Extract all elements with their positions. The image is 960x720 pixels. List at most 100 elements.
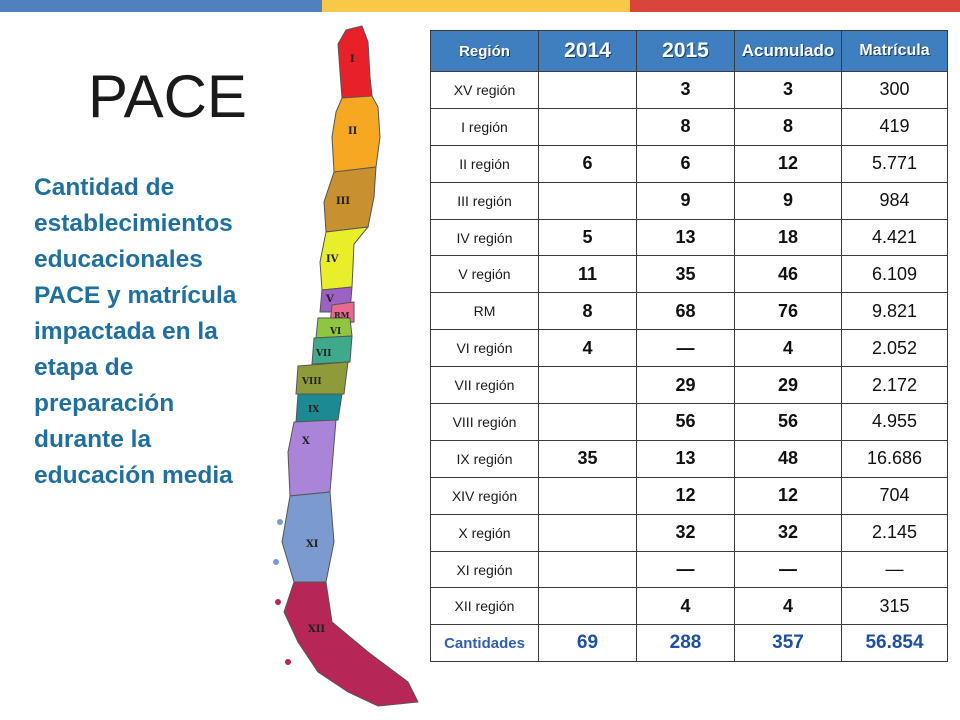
header-2014: 2014 — [538, 30, 637, 72]
cell-region: II región — [430, 144, 539, 183]
map-label-rm: RM — [334, 310, 350, 320]
cell-matricula: 2.052 — [841, 329, 948, 368]
table-row: XIV región 12 12 704 — [430, 476, 948, 515]
top-color-bar — [0, 0, 960, 12]
cell-region: IX región — [430, 439, 539, 478]
table-row: II región 6 6 12 5.771 — [430, 144, 948, 183]
table-row: X región 32 32 2.145 — [430, 513, 948, 552]
cell-2015: 12 — [636, 476, 735, 515]
total-2014: 69 — [538, 624, 637, 663]
cell-region: XII región — [430, 587, 539, 626]
cell-matricula: 9.821 — [841, 292, 948, 331]
map-region-viii — [295, 361, 349, 395]
table-row: XV región 3 3 300 — [430, 71, 948, 109]
pace-data-table: Región 2014 2015 Acumulado Matrícula XV … — [430, 30, 948, 663]
cell-acumulado: 18 — [734, 218, 842, 257]
cell-acumulado: 76 — [734, 292, 842, 331]
cell-region: III región — [430, 181, 539, 220]
total-acumulado: 357 — [734, 624, 842, 663]
cell-matricula: 16.686 — [841, 439, 948, 478]
cell-matricula: 2.172 — [841, 366, 948, 405]
cell-2015: 8 — [636, 107, 735, 146]
cell-acumulado: 4 — [734, 329, 842, 368]
cell-acumulado: 46 — [734, 255, 842, 294]
map-label-ii: II — [348, 126, 358, 137]
cell-acumulado: 32 — [734, 513, 842, 552]
cell-2015: 32 — [636, 513, 735, 552]
totals-label: Cantidades — [430, 624, 539, 663]
cell-matricula: 4.421 — [841, 218, 948, 257]
table-row: V región 11 35 46 6.109 — [430, 255, 948, 294]
top-bar-blue-segment — [0, 0, 322, 12]
cell-matricula: 2.145 — [841, 513, 948, 552]
map-label-viii: VIII — [301, 377, 322, 387]
cell-2014 — [538, 587, 637, 626]
cell-2014 — [538, 513, 637, 552]
chile-regions-map: I II III IV V RM VI VII VIII IX X XI XII — [273, 25, 419, 707]
cell-region: VI región — [430, 329, 539, 368]
cell-matricula: 4.955 — [841, 403, 948, 441]
page-subtitle: Cantidad de establecimientos educacional… — [34, 174, 237, 489]
map-label-xi: XI — [306, 539, 319, 550]
cell-2015: — — [636, 550, 735, 589]
table-row: IX región 35 13 48 16.686 — [430, 439, 948, 478]
cell-2014 — [538, 550, 637, 589]
total-matricula: 56.854 — [841, 624, 948, 663]
map-region-vii — [311, 335, 353, 365]
map-label-iii: III — [336, 196, 350, 207]
cell-acumulado: 12 — [734, 144, 842, 183]
map-label-vii: VII — [315, 349, 331, 359]
cell-2015: — — [636, 329, 735, 368]
table-row: VII región 29 29 2.172 — [430, 366, 948, 405]
cell-matricula: 315 — [841, 587, 948, 626]
cell-2015: 13 — [636, 439, 735, 478]
cell-2015: 56 — [636, 403, 735, 441]
cell-2015: 29 — [636, 366, 735, 405]
cell-2014 — [538, 107, 637, 146]
cell-2014: 11 — [538, 255, 637, 294]
map-region-x — [287, 419, 337, 497]
cell-matricula: 704 — [841, 476, 948, 515]
cell-2015: 68 — [636, 292, 735, 331]
cell-matricula: 419 — [841, 107, 948, 146]
table-row: XI región — — — — [430, 550, 948, 589]
top-bar-red-segment — [630, 0, 960, 12]
cell-2015: 35 — [636, 255, 735, 294]
cell-2015: 13 — [636, 218, 735, 257]
top-bar-yellow-segment — [322, 0, 630, 12]
map-label-x: X — [302, 436, 310, 447]
cell-acumulado: 8 — [734, 107, 842, 146]
map-region-i — [337, 25, 373, 101]
map-label-vi: VI — [329, 327, 341, 337]
cell-matricula: — — [841, 550, 948, 589]
cell-acumulado: 9 — [734, 181, 842, 220]
cell-2015: 9 — [636, 181, 735, 220]
header-region: Región — [430, 30, 539, 72]
cell-region: XV región — [430, 71, 539, 109]
cell-region: I región — [430, 107, 539, 146]
table-row: III región 9 9 984 — [430, 181, 948, 220]
table-row: XII región 4 4 315 — [430, 587, 948, 626]
map-label-i: I — [350, 54, 355, 65]
cell-acumulado: 56 — [734, 403, 842, 441]
cell-matricula: 984 — [841, 181, 948, 220]
cell-matricula: 300 — [841, 71, 948, 109]
map-label-iv: IV — [326, 254, 339, 265]
cell-2014 — [538, 181, 637, 220]
map-region-xii — [283, 581, 419, 707]
map-label-xii: XII — [308, 624, 325, 635]
header-2015: 2015 — [636, 30, 735, 72]
cell-2014 — [538, 366, 637, 405]
cell-acumulado: 12 — [734, 476, 842, 515]
cell-2014: 8 — [538, 292, 637, 331]
page-title: PACE — [88, 63, 247, 130]
map-region-ix — [295, 393, 343, 423]
header-matricula: Matrícula — [841, 30, 948, 72]
map-label-ix: IX — [308, 405, 319, 415]
cell-2014: 5 — [538, 218, 637, 257]
totals-row: Cantidades 69 288 357 56.854 — [430, 624, 948, 663]
cell-region: VII región — [430, 366, 539, 405]
cell-region: RM — [430, 292, 539, 331]
cell-matricula: 5.771 — [841, 144, 948, 183]
cell-region: VIII región — [430, 403, 539, 441]
